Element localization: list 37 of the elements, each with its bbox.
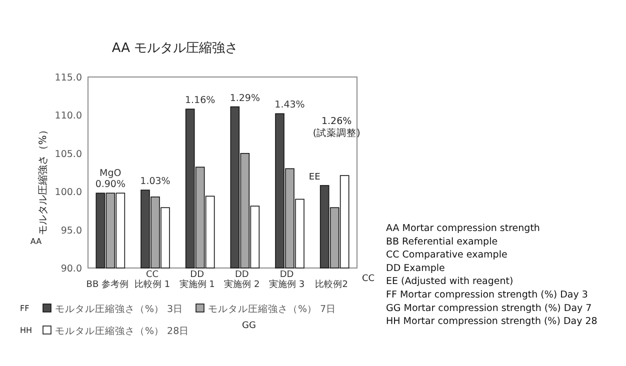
y-tick-label: 90.0	[60, 264, 82, 274]
text: AA	[30, 237, 42, 246]
annotation: 1.29%	[230, 92, 260, 104]
y-tick-label: 105.0	[54, 148, 82, 160]
x-tick-label: CC 比較例 1	[134, 270, 170, 290]
y-tick-label: 100.0	[54, 187, 82, 198]
x-tick-label: DD 実施例 1	[179, 270, 215, 290]
legend-item: モルタル圧縮強さ（%） 28日	[42, 326, 190, 337]
text: EE (Adjusted with reagent)	[386, 276, 514, 288]
text: HH	[20, 326, 32, 335]
text: HH Mortar compression strength (%) Day 28	[386, 316, 598, 328]
y-tick-label: 110.0	[54, 110, 82, 122]
legend-item: モルタル圧縮強さ（%） 3日	[42, 304, 184, 315]
text: FF Mortar compression strength (%) Day 3	[386, 290, 588, 300]
annotation: 1.16%	[184, 95, 216, 106]
annotation: 1.26% (試薬調整)	[312, 116, 360, 139]
text: GG Mortar compression strength (%) Day 7	[386, 302, 592, 314]
text: BB Referential example	[386, 236, 498, 248]
y-axis-title: モルタル圧縮強さ（%）	[37, 125, 49, 235]
annotation: MgO 0.90%	[95, 168, 126, 190]
x-tick-label: DD 実施例 2	[224, 270, 260, 290]
annotation: 1.43%	[274, 100, 305, 111]
legend-item: モルタル圧縮強さ（%） 7日	[196, 304, 336, 315]
annotation: EE	[308, 172, 321, 182]
text: CC	[362, 274, 375, 284]
annotation: 1.03%	[140, 176, 170, 188]
x-tick-label: BB 参考例	[86, 279, 129, 290]
x-tick-label: DD 実施例 3	[268, 270, 305, 290]
title: AA モルタル圧縮強さ	[112, 41, 238, 56]
text: DD Example	[386, 262, 446, 274]
y-tick-label: 115.0	[54, 72, 82, 84]
text: GG	[242, 321, 256, 331]
text: CC Comparative example	[386, 250, 508, 261]
text: FF	[20, 304, 30, 313]
text: AA Mortar compression strength	[386, 223, 540, 234]
y-tick-label: 95.0	[60, 225, 82, 236]
x-tick-label: 比較例2	[315, 279, 348, 290]
